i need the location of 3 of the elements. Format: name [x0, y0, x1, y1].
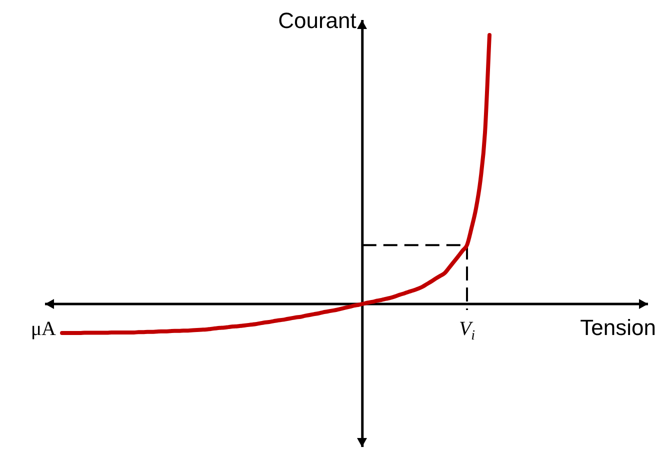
text: μA [30, 318, 57, 340]
y-axis-title: Courant [278, 8, 356, 34]
x-axis-title: Tension [580, 315, 656, 340]
